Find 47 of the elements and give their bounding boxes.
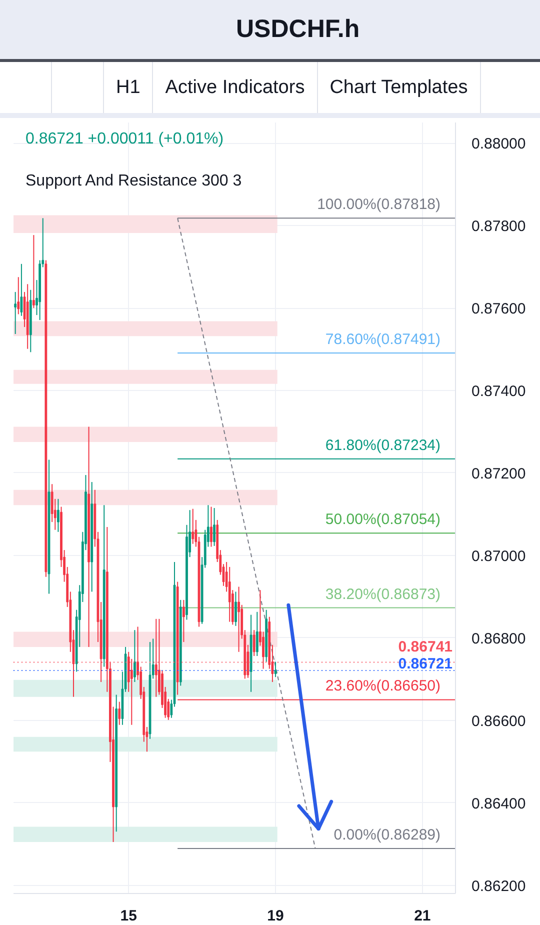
candlestick [17, 276, 20, 315]
ref-line-label: 0.00%(0.86289) [334, 826, 441, 844]
candlestick [20, 263, 23, 316]
ref-line-label: 38.20%(0.86873) [325, 586, 441, 603]
annotation: Support And Resistance 300 3 [26, 172, 242, 190]
candlestick [14, 291, 17, 335]
chart-title: USDCHF.h [0, 0, 540, 62]
ref-line-label: 100.00%(0.87818) [317, 196, 441, 214]
y-tick-label: 0.87000 [472, 548, 526, 565]
x-tick-label: 15 [120, 908, 137, 924]
candlestick [32, 234, 35, 309]
y-tick-label: 0.86800 [472, 630, 526, 648]
candlestick [238, 586, 240, 652]
candlestick [182, 599, 185, 642]
text: 0.86721 +0.00011 (+0.01%) [26, 130, 224, 148]
ref-line-label: 23.60%(0.86650) [325, 678, 441, 695]
candlestick [228, 566, 231, 622]
y-tick-label: 0.88000 [472, 136, 526, 153]
candlestick [154, 618, 158, 698]
ref-line-label: 0.86741 [398, 638, 453, 656]
candlestick [256, 611, 258, 657]
y-tick-label: 0.87600 [472, 300, 526, 318]
candlestick [274, 661, 277, 678]
candlestick [56, 498, 60, 532]
candlestick [252, 630, 256, 657]
ref-line-label: 0.86721 [398, 655, 453, 672]
y-tick-label: 0.86600 [472, 712, 526, 730]
x-tick-label: 21 [414, 908, 431, 924]
y-tick-label: 0.87200 [472, 465, 526, 482]
candlestick [234, 591, 237, 626]
text: Active Indicators [153, 62, 318, 113]
text: H1 [104, 62, 154, 113]
candlestick [134, 630, 136, 682]
text: Chart Templates [318, 62, 481, 113]
x-tick-label: 19 [267, 908, 284, 924]
candlestick [210, 506, 212, 548]
y-tick-label: 0.87800 [472, 218, 526, 236]
candlestick [192, 508, 194, 544]
candlestick [130, 658, 133, 726]
ref-line-label: 61.80%(0.87234) [325, 436, 441, 454]
y-tick-label: 0.87400 [472, 382, 526, 400]
candlestick [118, 701, 121, 726]
candlestick [213, 508, 216, 546]
y-tick-label: 0.86400 [472, 795, 526, 812]
ref-line-label: 50.00%(0.87054) [325, 511, 441, 528]
y-tick-label: 0.86200 [472, 878, 526, 895]
ref-line-label: 78.60%(0.87491) [325, 330, 441, 348]
